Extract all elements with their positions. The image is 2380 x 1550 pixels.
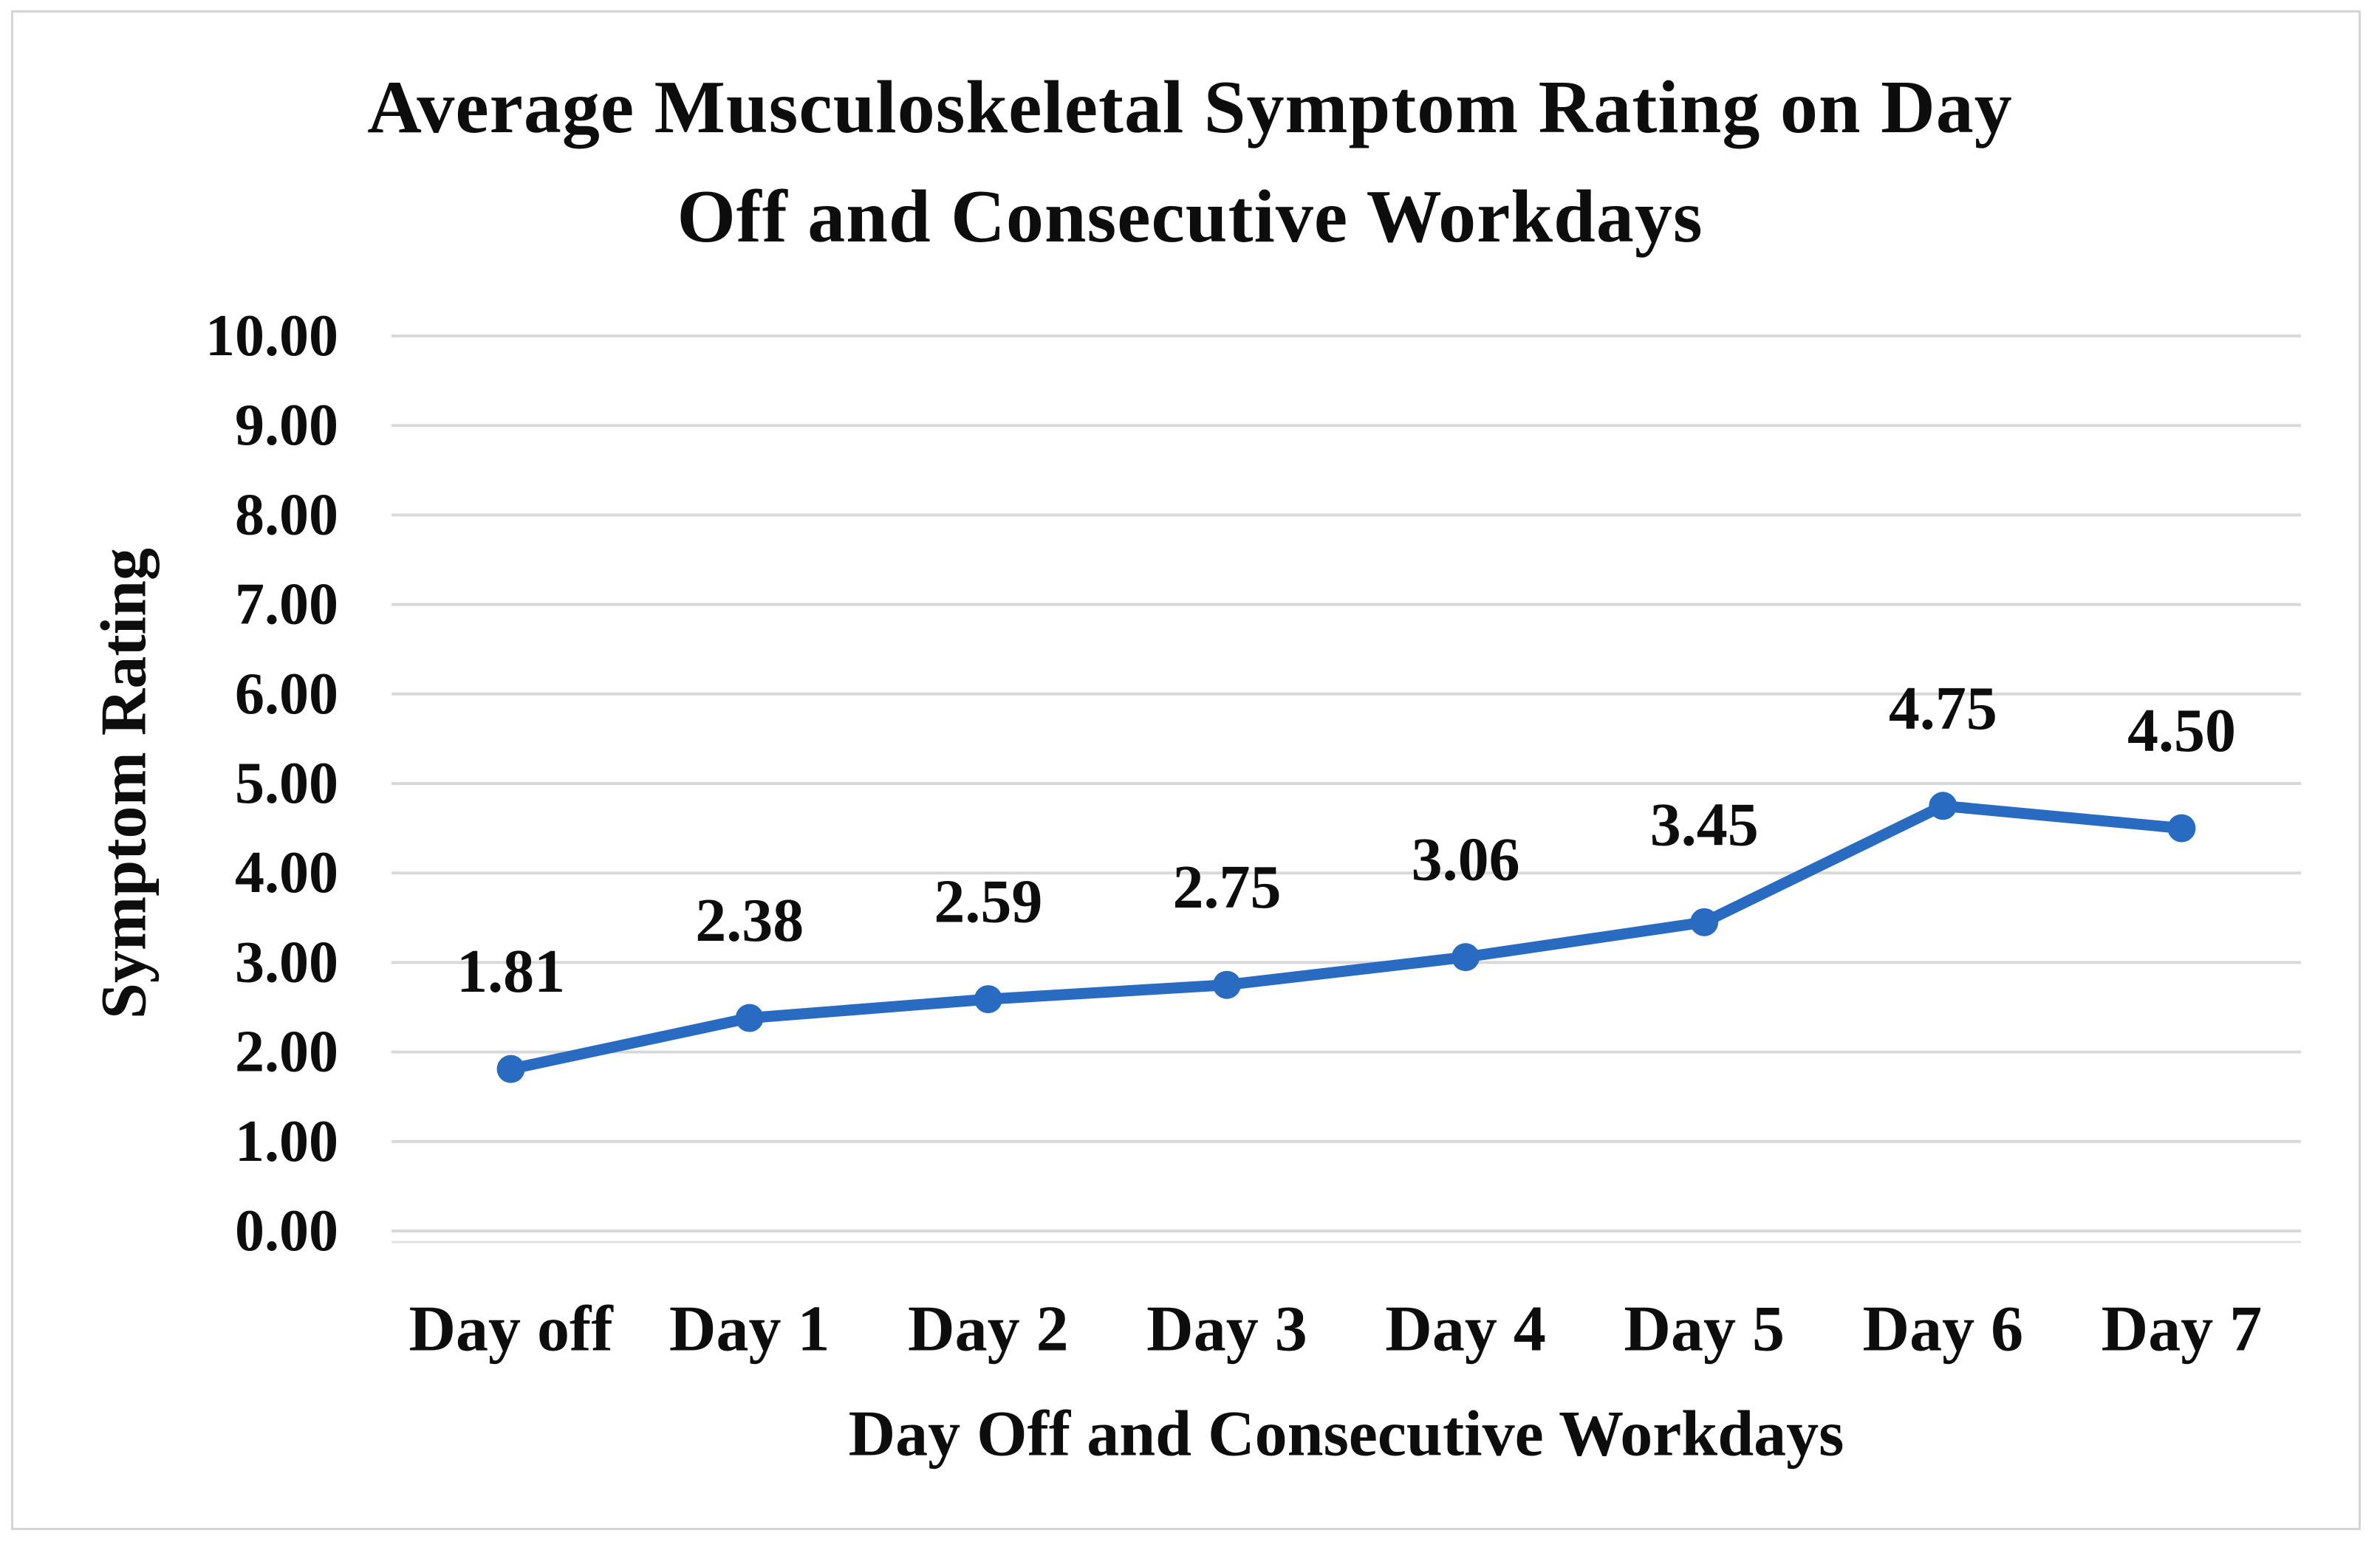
y-tick-label: 4.00: [235, 840, 338, 905]
chart-title-line-2: Off and Consecutive Workdays: [677, 175, 1703, 258]
y-tick-label: 2.00: [235, 1020, 338, 1085]
data-label: 4.50: [2127, 696, 2236, 765]
data-label: 2.75: [1172, 853, 1281, 922]
data-label: 4.75: [1889, 674, 1997, 743]
data-label: 3.06: [1412, 826, 1520, 894]
data-point-marker: [1929, 792, 1957, 820]
data-label: 3.45: [1650, 790, 1759, 859]
data-point-marker: [974, 985, 1002, 1014]
x-category-label: Day 6: [1863, 1294, 2024, 1365]
x-category-label: Day 7: [2102, 1294, 2263, 1365]
data-point-marker: [1451, 943, 1480, 972]
data-point-marker: [2167, 814, 2196, 843]
data-point-marker: [496, 1055, 525, 1083]
y-tick-label: 7.00: [235, 572, 338, 637]
data-label: 2.38: [695, 886, 804, 955]
chart-title: Average Musculoskeletal Symptom Rating o…: [0, 53, 2380, 272]
x-category-label: Day 1: [669, 1294, 830, 1365]
x-category-label: Day off: [408, 1294, 614, 1365]
figure-frame: [11, 10, 2361, 1530]
y-tick-label: 0.00: [235, 1198, 338, 1263]
y-tick-label: 8.00: [235, 482, 338, 547]
x-category-label: Day 4: [1385, 1294, 1546, 1365]
y-axis-title: Symptom Rating: [89, 548, 160, 1019]
x-category-label: Day 5: [1624, 1294, 1785, 1365]
chart-title-line-1: Average Musculoskeletal Symptom Rating o…: [367, 66, 2013, 149]
data-point-marker: [1212, 970, 1241, 999]
data-point-marker: [735, 1004, 764, 1032]
y-tick-label: 5.00: [235, 751, 338, 816]
series-line: [505, 800, 2187, 1075]
x-category-label: Day 2: [908, 1294, 1069, 1365]
x-category-label: Day 3: [1146, 1294, 1307, 1365]
y-tick-label: 1.00: [235, 1109, 338, 1174]
data-point-marker: [1690, 908, 1719, 936]
y-tick-label: 9.00: [235, 393, 338, 458]
y-tick-label: 3.00: [235, 930, 338, 995]
y-tick-label: 6.00: [235, 662, 338, 727]
data-label: 1.81: [456, 937, 565, 1006]
data-label: 2.59: [934, 868, 1042, 936]
y-tick-label: 10.00: [205, 304, 338, 368]
x-axis-title: Day Off and Consecutive Workdays: [849, 1399, 1844, 1470]
